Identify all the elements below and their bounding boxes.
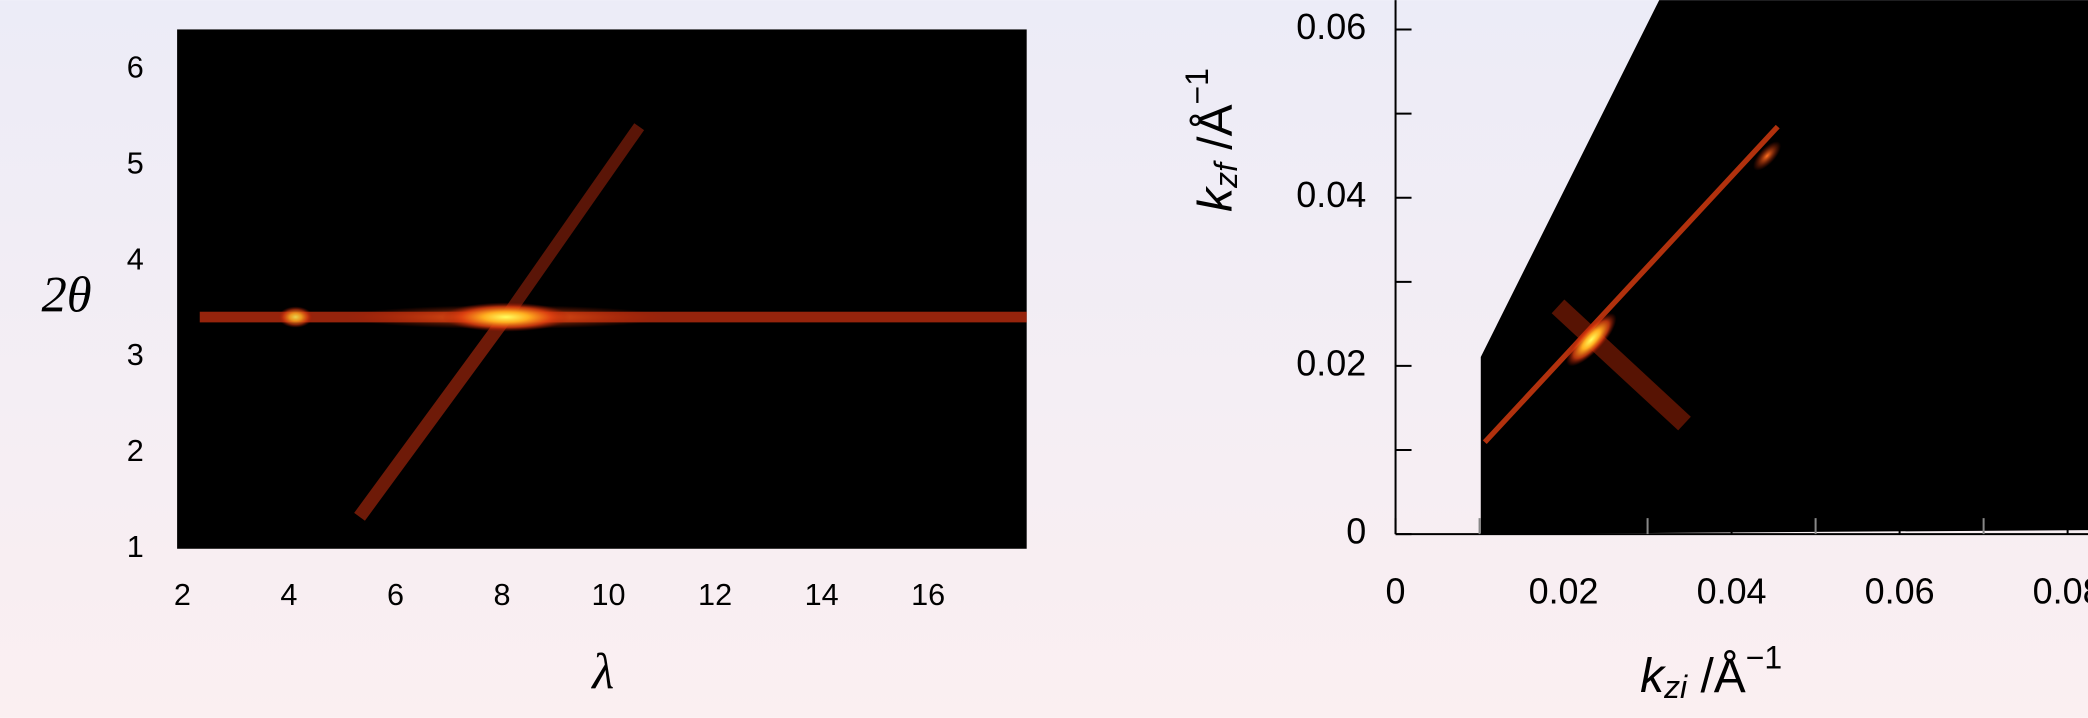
x-axis-label: λ xyxy=(590,643,614,699)
label-part: /Å xyxy=(1189,104,1242,163)
y-axis-label: 2θ xyxy=(42,266,92,322)
x-axis-label: kzi /Å−1 xyxy=(1640,640,1782,705)
y-tick-label: 1 xyxy=(127,530,144,564)
x-tick-label: 0.08 xyxy=(2033,571,2088,612)
x-tick-label: 16 xyxy=(911,578,945,612)
y-tick-label: 0.04 xyxy=(1296,174,1366,215)
x-tick-label: 6 xyxy=(387,578,404,612)
y-tick-label: 2 xyxy=(127,434,144,468)
heatmap-right xyxy=(1480,0,2088,535)
label-part: /Å xyxy=(1687,650,1746,703)
y-tick-label: 0.02 xyxy=(1296,342,1366,383)
x-tick-label: 4 xyxy=(280,578,297,612)
x-tick-label: 10 xyxy=(592,578,626,612)
label-part: k xyxy=(1189,186,1242,212)
x-tick-label: 14 xyxy=(805,578,839,612)
y-axis-label: kzf /Å−1 xyxy=(1179,68,1244,212)
x-tick-label: 0.02 xyxy=(1529,571,1599,612)
x-tick-label: 0 xyxy=(1386,571,1406,612)
label-part: k xyxy=(1640,650,1666,703)
heatmap-left xyxy=(177,29,1027,549)
y-tick-label: 0.06 xyxy=(1296,6,1366,47)
label-part: zf xyxy=(1209,160,1245,189)
label-part: −1 xyxy=(1746,640,1782,676)
y-tick-label: 0 xyxy=(1346,511,1366,552)
label-part: zi xyxy=(1663,669,1688,705)
x-tick-label: 8 xyxy=(494,578,511,612)
x-tick-label: 2 xyxy=(174,578,191,612)
y-tick-label: 3 xyxy=(127,338,144,372)
x-tick-label: 0.04 xyxy=(1697,571,1767,612)
y-tick-label: 5 xyxy=(127,147,144,181)
y-tick-label: 6 xyxy=(127,51,144,85)
x-tick-label: 0.06 xyxy=(1865,571,1935,612)
label-part: −1 xyxy=(1179,68,1215,104)
x-tick-label: 12 xyxy=(698,578,732,612)
y-tick-label: 4 xyxy=(127,242,144,276)
